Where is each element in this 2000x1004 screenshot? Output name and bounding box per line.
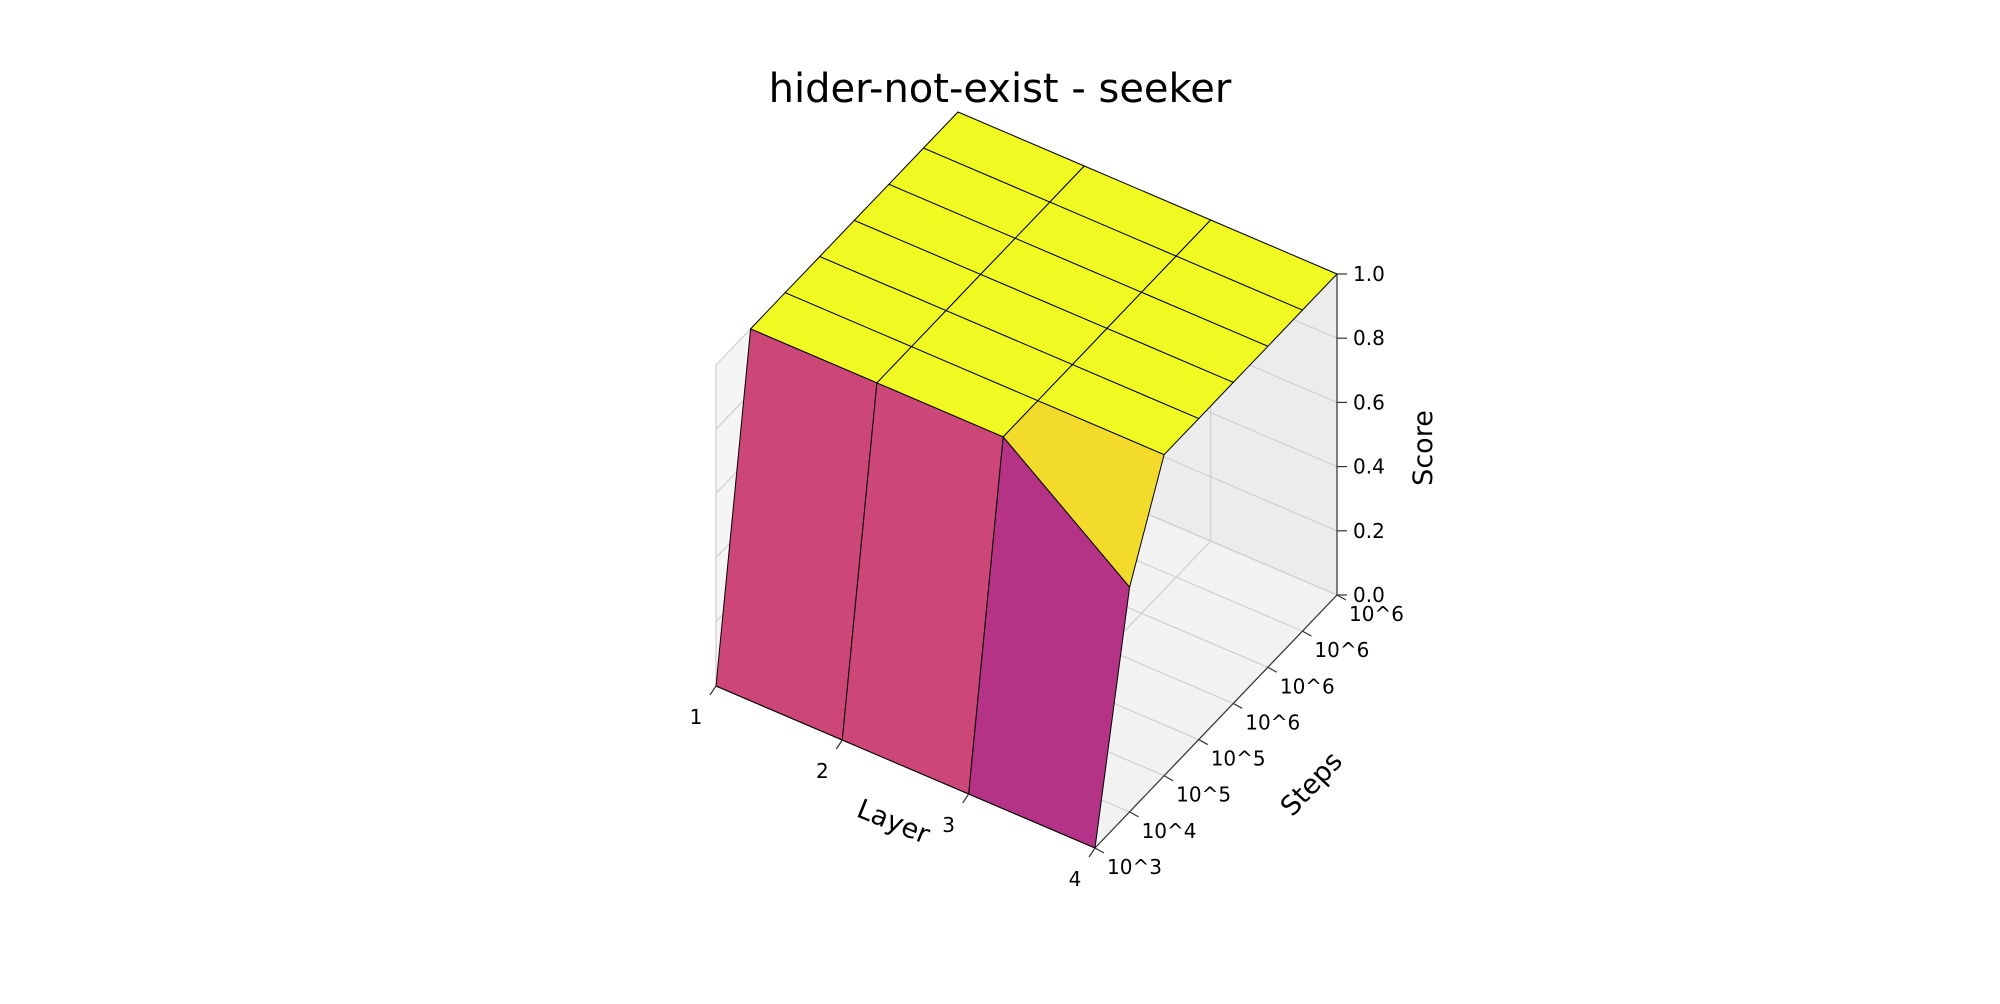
x-tick-mark [709, 685, 717, 696]
x-tick-mark [962, 793, 970, 804]
x-axis-label: Layer [852, 794, 934, 851]
surface [715, 111, 1338, 849]
y-tick-mark [1302, 630, 1312, 637]
y-tick-label: 10^3 [1107, 855, 1162, 879]
y-tick-mark [1198, 739, 1209, 746]
surface-patch [968, 436, 1131, 849]
z-axis-label: Score [1408, 410, 1439, 486]
y-tick-label: 10^5 [1176, 783, 1231, 807]
x-tick-label: 2 [816, 759, 829, 783]
z-tick-label: 0.8 [1353, 326, 1385, 350]
y-tick-label: 10^6 [1280, 674, 1335, 698]
z-tick-label: 1.0 [1353, 262, 1385, 286]
y-tick-label: 10^5 [1211, 747, 1266, 771]
y-tick-label: 10^6 [1245, 710, 1300, 734]
x-tick-mark [1088, 847, 1096, 858]
y-tick-mark [1094, 847, 1105, 854]
x-tick-label: 3 [942, 813, 955, 837]
y-tick-label: 10^4 [1142, 819, 1197, 843]
z-tick-label: 0.4 [1353, 455, 1385, 479]
y-tick-mark [1163, 775, 1174, 782]
z-tick-label: 0.0 [1353, 583, 1385, 607]
y-tick-mark [1267, 666, 1278, 673]
y-tick-label: 10^6 [1349, 602, 1404, 626]
y-axis-label: Steps [1275, 746, 1349, 822]
x-tick-mark [835, 739, 843, 750]
y-tick-mark [1336, 594, 1347, 601]
z-tick-label: 0.2 [1353, 519, 1385, 543]
y-tick-mark [1232, 702, 1243, 709]
x-tick-label: 1 [690, 705, 703, 729]
x-tick-label: 4 [1069, 867, 1082, 891]
chart-title: hider-not-exist - seeker [768, 66, 1232, 112]
y-tick-label: 10^6 [1314, 638, 1369, 662]
z-tick-label: 0.6 [1353, 390, 1385, 414]
y-axis-line [1094, 594, 1338, 849]
y-tick-mark [1129, 811, 1139, 818]
